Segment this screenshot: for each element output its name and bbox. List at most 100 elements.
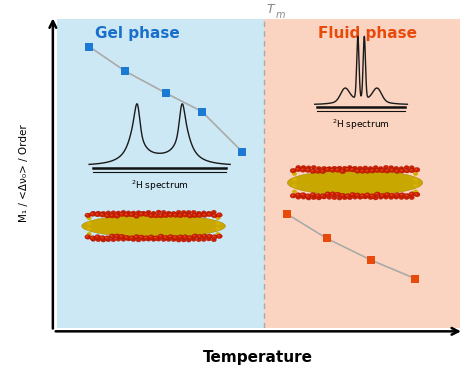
Circle shape xyxy=(347,196,352,200)
Circle shape xyxy=(358,166,363,170)
Circle shape xyxy=(384,192,390,197)
Circle shape xyxy=(145,213,146,214)
Circle shape xyxy=(311,196,316,200)
Circle shape xyxy=(405,169,407,171)
Circle shape xyxy=(385,170,387,171)
Circle shape xyxy=(169,214,171,215)
Text: m: m xyxy=(276,10,285,20)
Circle shape xyxy=(374,168,380,173)
Circle shape xyxy=(292,178,297,182)
Circle shape xyxy=(361,195,363,196)
Circle shape xyxy=(197,234,203,239)
Circle shape xyxy=(321,195,323,196)
Point xyxy=(238,149,246,155)
Circle shape xyxy=(86,236,88,237)
Circle shape xyxy=(410,169,412,171)
Circle shape xyxy=(394,169,400,173)
Circle shape xyxy=(135,215,137,216)
Circle shape xyxy=(130,237,132,238)
Circle shape xyxy=(373,196,378,200)
Circle shape xyxy=(100,213,105,217)
Circle shape xyxy=(106,238,111,242)
Circle shape xyxy=(401,170,402,171)
Circle shape xyxy=(111,238,116,242)
Point xyxy=(85,44,93,50)
Point xyxy=(198,109,206,115)
Circle shape xyxy=(143,212,149,217)
Circle shape xyxy=(121,238,126,241)
Circle shape xyxy=(378,166,383,170)
Circle shape xyxy=(332,166,337,170)
Circle shape xyxy=(378,195,383,199)
Circle shape xyxy=(311,165,316,169)
Circle shape xyxy=(300,192,306,197)
Circle shape xyxy=(138,235,145,239)
Circle shape xyxy=(183,213,185,215)
Circle shape xyxy=(310,192,316,197)
Circle shape xyxy=(148,213,154,218)
Text: Gel phase: Gel phase xyxy=(95,26,180,41)
Circle shape xyxy=(136,211,141,214)
Circle shape xyxy=(120,213,122,214)
Circle shape xyxy=(321,170,323,172)
Circle shape xyxy=(413,178,418,182)
Circle shape xyxy=(168,213,173,217)
Circle shape xyxy=(394,195,399,199)
Circle shape xyxy=(337,196,342,200)
Circle shape xyxy=(181,210,186,214)
Circle shape xyxy=(292,189,297,194)
Circle shape xyxy=(153,236,159,240)
Circle shape xyxy=(168,235,173,239)
Circle shape xyxy=(317,166,321,170)
Circle shape xyxy=(404,196,409,200)
Circle shape xyxy=(101,238,106,242)
Circle shape xyxy=(91,213,93,214)
Circle shape xyxy=(330,192,336,197)
Circle shape xyxy=(306,166,311,170)
Circle shape xyxy=(310,169,316,173)
Circle shape xyxy=(126,237,131,241)
Circle shape xyxy=(213,214,215,216)
Circle shape xyxy=(353,195,357,199)
Circle shape xyxy=(346,195,348,196)
Circle shape xyxy=(171,238,176,242)
Circle shape xyxy=(155,214,156,216)
Circle shape xyxy=(335,167,341,172)
Circle shape xyxy=(296,195,301,199)
Circle shape xyxy=(345,167,351,172)
Circle shape xyxy=(358,195,363,199)
Circle shape xyxy=(353,166,357,170)
Circle shape xyxy=(355,169,361,173)
Circle shape xyxy=(216,232,220,236)
Circle shape xyxy=(290,193,296,198)
Circle shape xyxy=(174,214,176,215)
Circle shape xyxy=(326,193,328,194)
Circle shape xyxy=(196,211,201,215)
Circle shape xyxy=(135,235,137,237)
Circle shape xyxy=(203,214,205,215)
Point xyxy=(283,211,290,217)
Circle shape xyxy=(356,194,358,195)
Circle shape xyxy=(128,236,135,240)
Circle shape xyxy=(151,211,156,215)
Circle shape xyxy=(317,196,321,200)
Circle shape xyxy=(155,237,156,238)
Circle shape xyxy=(164,214,166,216)
Circle shape xyxy=(104,236,110,240)
Circle shape xyxy=(339,169,346,174)
Circle shape xyxy=(96,238,101,242)
Circle shape xyxy=(355,193,361,198)
Circle shape xyxy=(399,193,405,197)
Circle shape xyxy=(121,210,126,214)
Circle shape xyxy=(177,213,183,218)
Circle shape xyxy=(161,238,166,242)
Circle shape xyxy=(202,234,208,238)
Circle shape xyxy=(365,193,371,197)
Circle shape xyxy=(327,166,332,170)
Circle shape xyxy=(96,211,101,215)
Circle shape xyxy=(301,194,303,195)
Circle shape xyxy=(389,168,395,172)
Circle shape xyxy=(301,169,303,170)
Text: Temperature: Temperature xyxy=(203,350,313,365)
Circle shape xyxy=(383,165,389,169)
